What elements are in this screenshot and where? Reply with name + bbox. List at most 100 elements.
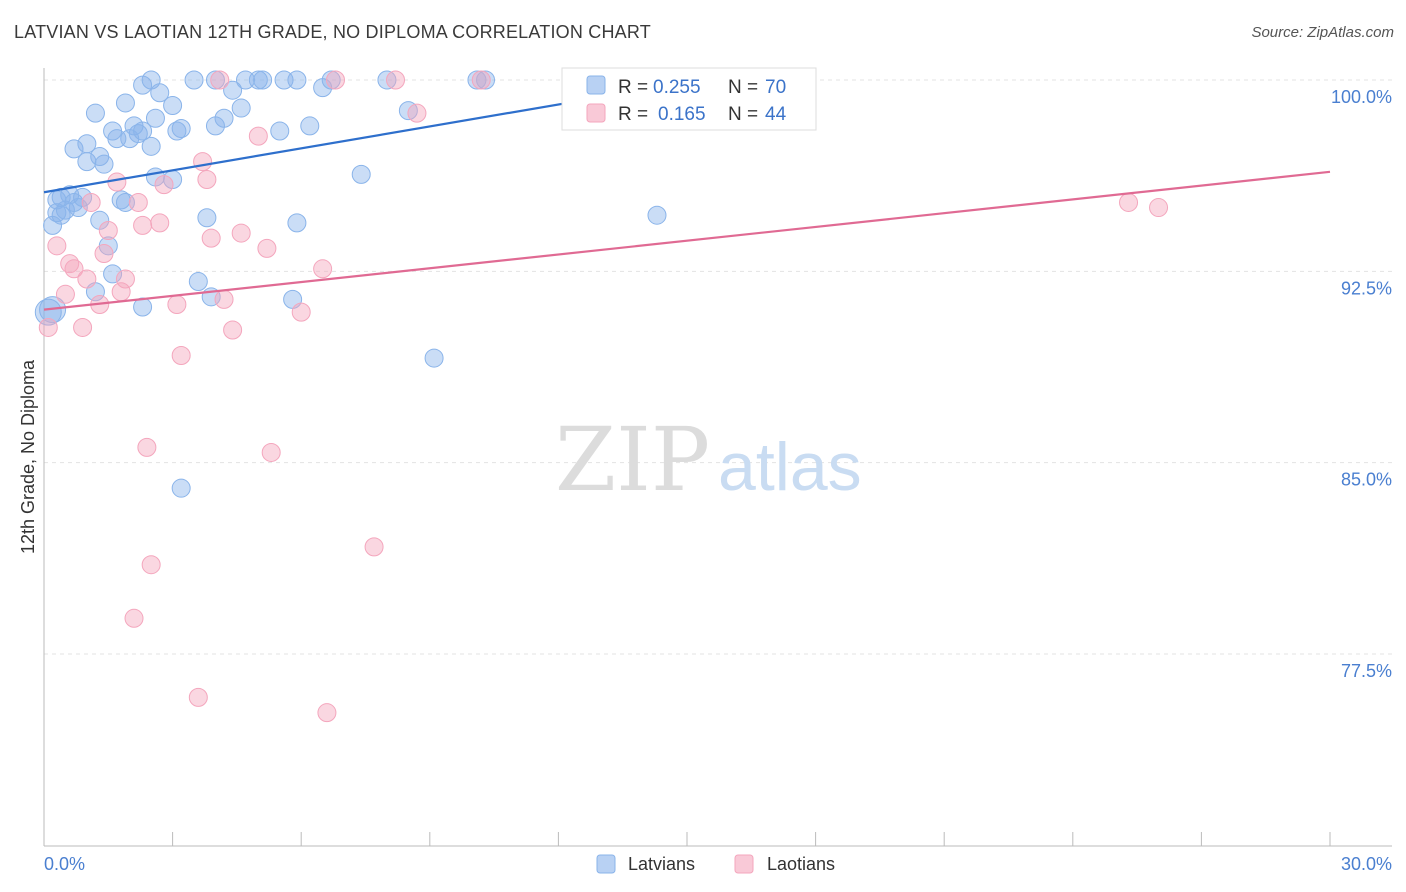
data-point-laotians	[197, 169, 217, 189]
data-point-latvians	[85, 103, 105, 123]
legend-r-value-latvians: 0.255	[653, 77, 701, 98]
bottom-legend-label-laotians: Laotians	[767, 854, 835, 874]
data-point-laotians	[47, 236, 67, 256]
chart-title: LATVIAN VS LAOTIAN 12TH GRADE, NO DIPLOM…	[14, 22, 651, 42]
data-point-latvians	[51, 205, 71, 225]
data-point-laotians	[124, 608, 144, 628]
data-point-latvians	[133, 121, 153, 141]
legend-n-value-laotians: 44	[765, 104, 787, 125]
legend-n-value-latvians: 70	[765, 77, 786, 98]
data-point-latvians	[188, 272, 208, 292]
data-point-laotians	[201, 228, 221, 248]
legend-box: R = 0.255 N = 70 R = 0.165 N = 44	[561, 67, 817, 131]
data-point-latvians	[287, 213, 307, 233]
data-point-latvians	[94, 154, 114, 174]
data-point-laotians	[1149, 198, 1169, 218]
y-tick-label: 77.5%	[1341, 661, 1392, 681]
data-point-latvians	[231, 98, 251, 118]
data-point-laotians	[154, 175, 174, 195]
data-point-latvians	[34, 298, 62, 326]
svg-text:atlas: atlas	[718, 429, 862, 505]
data-point-laotians	[115, 269, 135, 289]
data-point-latvians	[321, 70, 341, 90]
bottom-legend-label-latvians: Latvians	[628, 854, 695, 874]
data-point-latvians	[223, 80, 243, 100]
chart-source: Source: ZipAtlas.com	[1251, 24, 1394, 41]
data-point-latvians	[163, 96, 183, 116]
data-point-laotians	[107, 172, 127, 192]
data-point-latvians	[115, 93, 135, 113]
x-tick-label-min: 0.0%	[44, 854, 85, 874]
data-point-latvians	[184, 70, 204, 90]
legend-swatch-latvians	[586, 75, 606, 95]
data-point-latvians	[476, 70, 496, 90]
data-point-latvians	[205, 70, 225, 90]
y-tick-labels: 100.0% 92.5% 85.0% 77.5%	[1331, 87, 1392, 681]
data-point-laotians	[150, 213, 170, 233]
data-point-laotians	[261, 442, 281, 462]
data-point-laotians	[313, 259, 333, 279]
data-point-laotians	[171, 346, 191, 366]
data-point-laotians	[141, 555, 161, 575]
x-axis-ticks	[43, 832, 1331, 846]
x-tick-label-max: 30.0%	[1341, 854, 1392, 874]
series-laotians-points	[38, 70, 1169, 723]
y-axis-label: 12th Grade, No Diploma	[18, 359, 38, 554]
data-point-latvians	[145, 108, 165, 128]
data-point-latvians	[64, 139, 84, 159]
legend-r-label-latvians: R =	[618, 77, 648, 98]
data-point-laotians	[364, 537, 384, 557]
legend-r-label-laotians: R =	[618, 104, 648, 125]
y-tick-label: 85.0%	[1341, 470, 1392, 490]
data-point-laotians	[77, 269, 97, 289]
data-point-latvians	[253, 70, 273, 90]
data-point-latvians	[300, 116, 320, 136]
data-point-laotians	[223, 320, 243, 340]
data-point-latvians	[287, 70, 307, 90]
legend-swatch-laotians	[586, 103, 606, 123]
data-point-laotians	[317, 703, 337, 723]
data-point-latvians	[351, 164, 371, 184]
data-point-latvians	[647, 205, 667, 225]
y-tick-label: 92.5%	[1341, 278, 1392, 298]
data-point-laotians	[193, 152, 213, 172]
data-point-latvians	[133, 75, 153, 95]
data-point-laotians	[407, 103, 427, 123]
legend-r-value-laotians: 0.165	[658, 104, 706, 125]
data-point-laotians	[188, 687, 208, 707]
data-point-laotians	[137, 437, 157, 457]
data-point-laotians	[94, 243, 114, 263]
data-point-laotians	[167, 294, 187, 314]
data-point-latvians	[197, 208, 217, 228]
data-point-laotians	[81, 192, 101, 212]
data-point-latvians	[103, 264, 123, 284]
trend-line-laotians	[43, 170, 1331, 311]
bottom-legend: Latvians Laotians	[596, 854, 835, 874]
y-tick-label: 100.0%	[1331, 87, 1392, 107]
legend-n-label-latvians: N =	[728, 77, 758, 98]
data-point-latvians	[171, 478, 191, 498]
data-point-laotians	[38, 317, 58, 337]
data-point-laotians	[133, 215, 153, 235]
data-point-laotians	[257, 238, 277, 258]
data-point-laotians	[128, 192, 148, 212]
bottom-legend-swatch-latvians	[596, 854, 616, 874]
data-point-latvians	[424, 348, 444, 368]
gridlines	[44, 79, 1392, 655]
data-point-laotians	[1119, 192, 1139, 212]
data-point-laotians	[98, 221, 118, 241]
data-point-laotians	[248, 126, 268, 146]
bottom-legend-swatch-laotians	[734, 854, 754, 874]
data-point-laotians	[210, 70, 230, 90]
legend-n-label-laotians: N =	[728, 104, 758, 125]
svg-text:ZIP: ZIP	[555, 408, 710, 511]
data-point-latvians	[171, 118, 191, 138]
data-point-laotians	[325, 70, 345, 90]
data-point-laotians	[64, 259, 84, 279]
data-point-latvians	[68, 198, 88, 218]
data-point-laotians	[231, 223, 251, 243]
data-point-laotians	[471, 70, 491, 90]
data-point-laotians	[386, 70, 406, 90]
watermark: ZIP atlas	[555, 408, 862, 511]
